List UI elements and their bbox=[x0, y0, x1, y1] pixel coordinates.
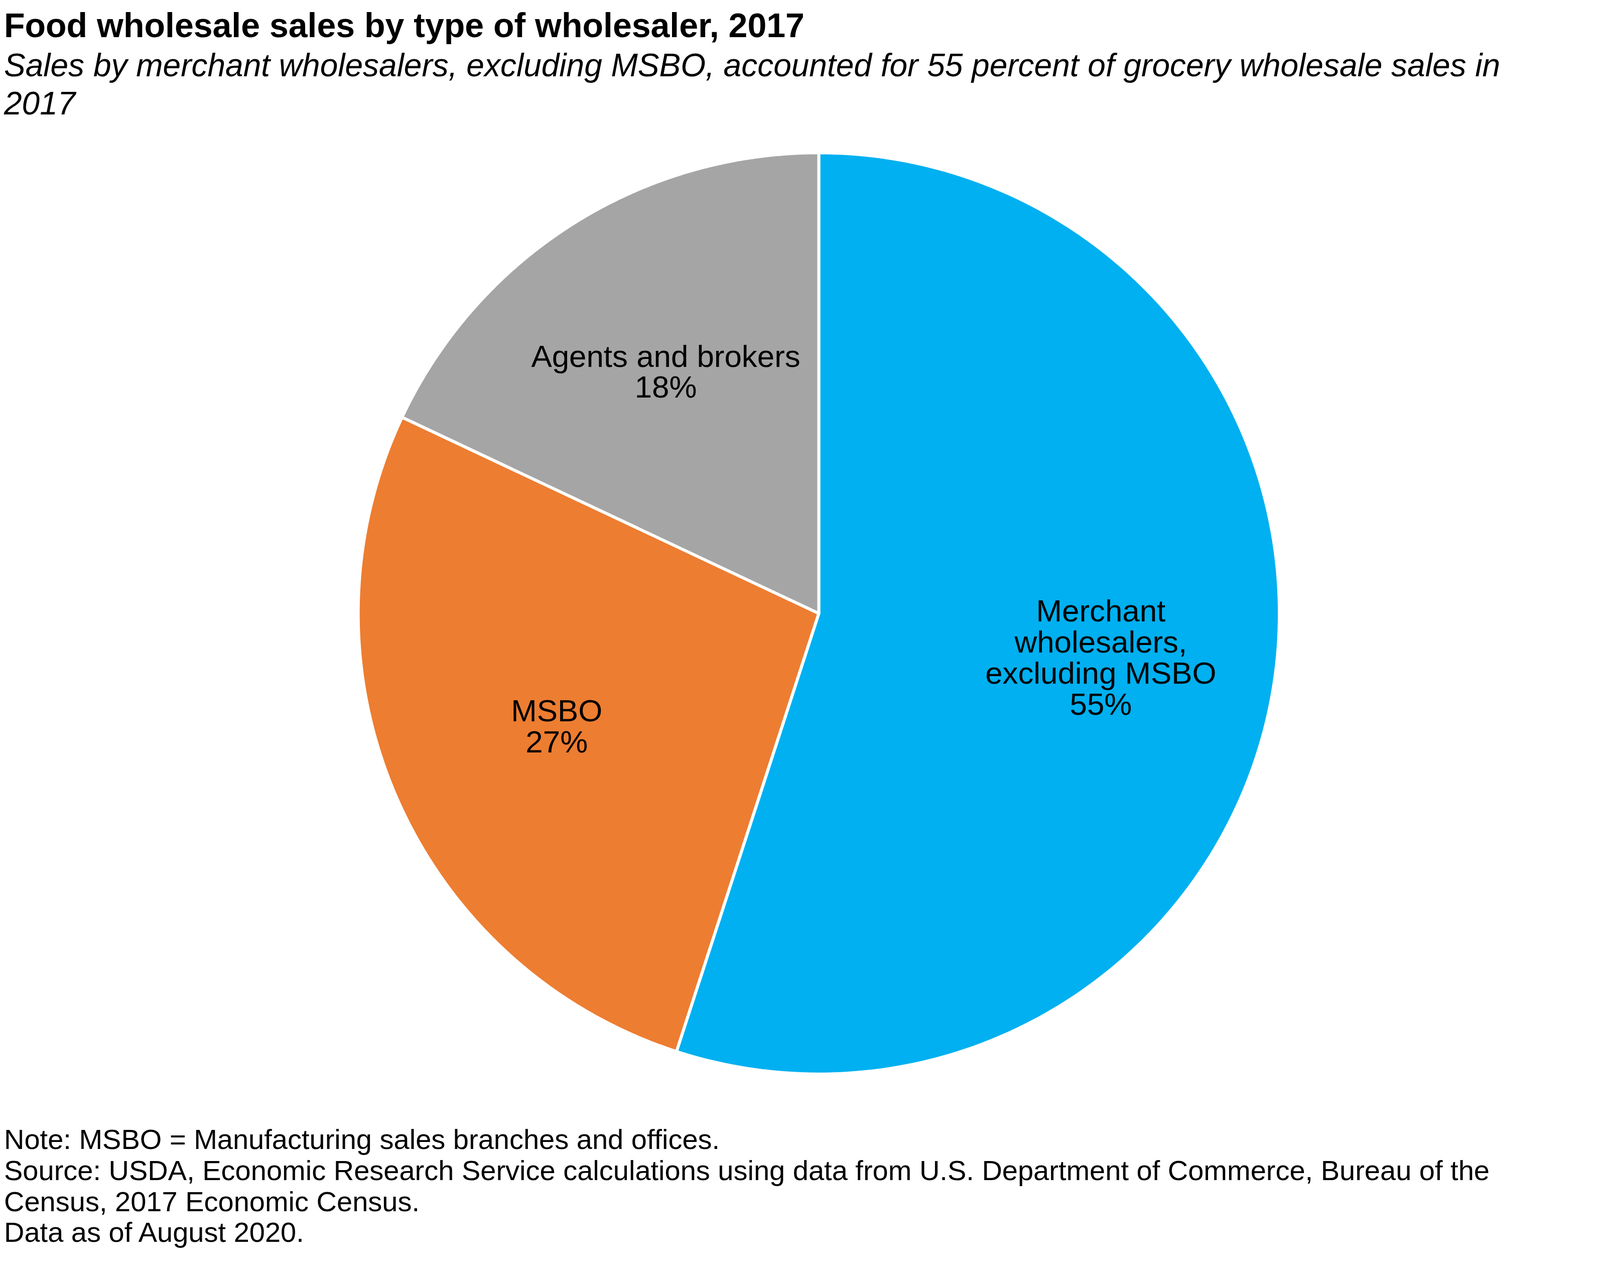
html-text:Data as of August 2020.: Data as of August 2020. bbox=[4, 1216, 305, 1248]
html-text:Note: MSBO = Manufacturing sal: Note: MSBO = Manufacturing sales branche… bbox=[4, 1123, 720, 1155]
svg-text:Agents and brokers18%: Agents and brokers18% bbox=[530, 338, 800, 405]
svg-text:MSBO27%: MSBO27% bbox=[510, 693, 603, 759]
html-text:Food wholesale sales by type o: Food wholesale sales by type of wholesal… bbox=[4, 6, 805, 45]
html-text:Sales by merchant wholesalers,: Sales by merchant wholesalers, excluding… bbox=[4, 46, 1501, 122]
svg-text:Merchantwholesalers,excluding: Merchantwholesalers,excluding MSBO55% bbox=[985, 593, 1217, 722]
html-text:Source: USDA, Economic Researc: Source: USDA, Economic Research Service … bbox=[4, 1154, 1490, 1217]
